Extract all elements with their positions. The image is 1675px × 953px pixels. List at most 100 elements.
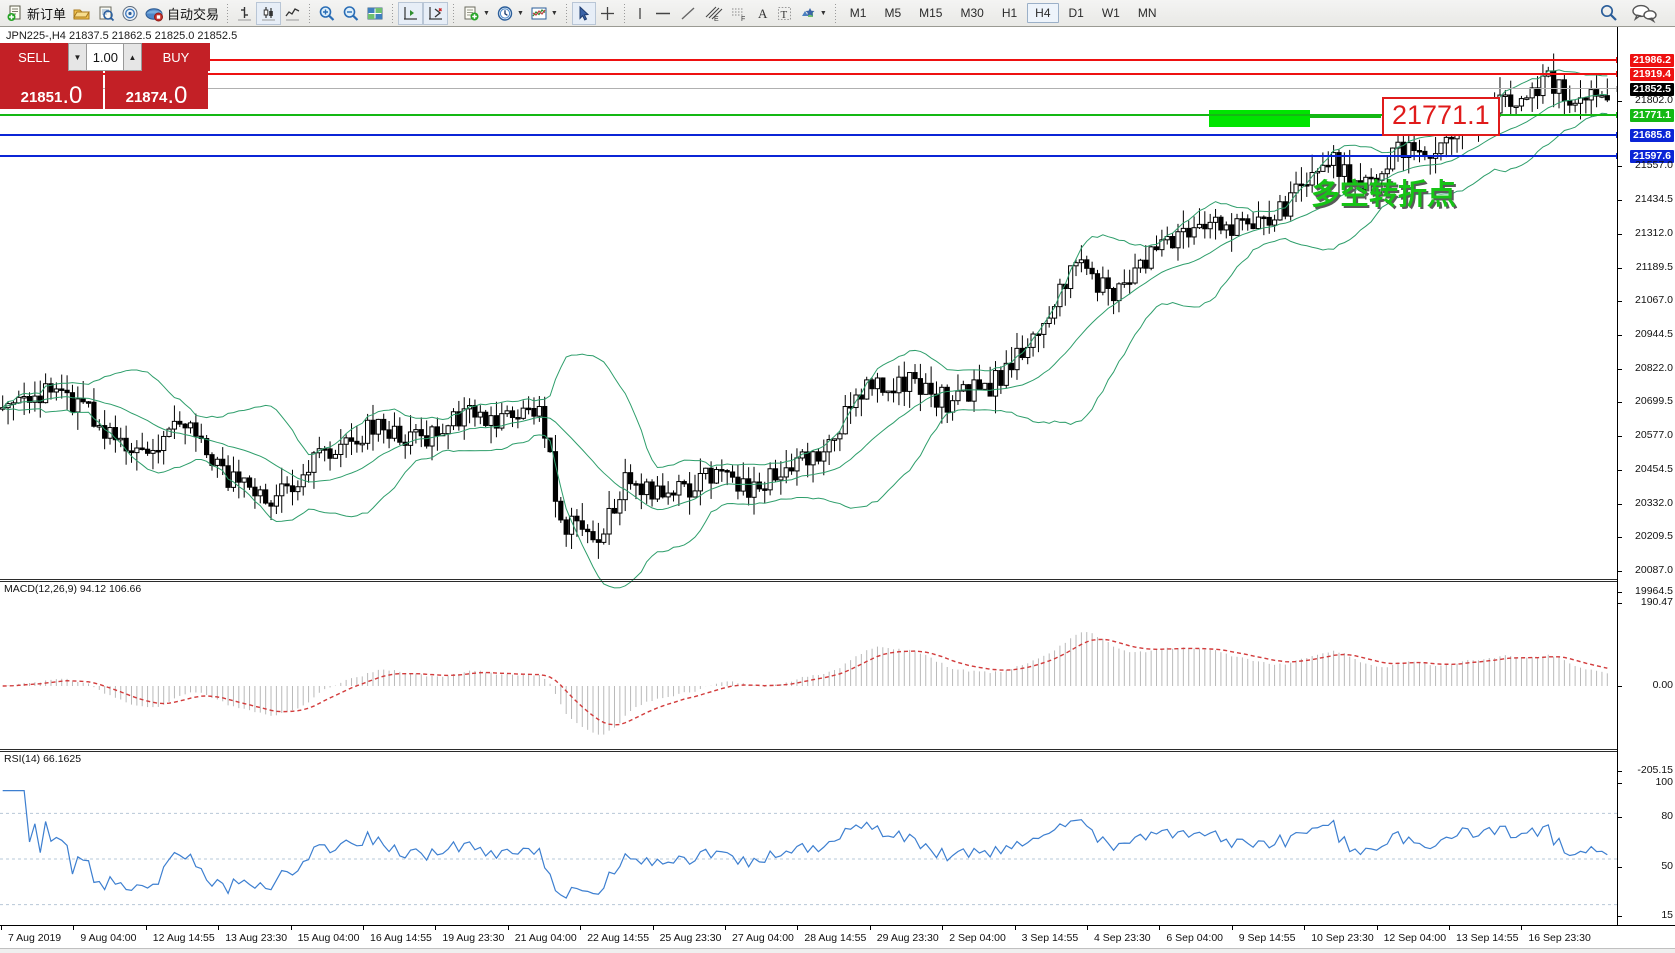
price-axis-label: 0.00: [1652, 679, 1673, 691]
buy-price-display[interactable]: 21874 .0: [105, 71, 208, 109]
status-bar: [0, 948, 1675, 953]
zoom-in-button[interactable]: [315, 2, 339, 25]
timeframe-button-h4[interactable]: H4: [1027, 3, 1059, 23]
time-axis-tick: [1521, 926, 1523, 930]
collapse-arrow-icon[interactable]: ▲: [0, 31, 2, 41]
timeframe-button-m30[interactable]: M30: [960, 6, 984, 20]
trendline-button[interactable]: [676, 2, 700, 25]
candlestick-chart-icon: [260, 5, 277, 22]
text-button[interactable]: T: [773, 2, 796, 25]
toolbar-separator: [392, 3, 394, 23]
chat-icon[interactable]: [1631, 3, 1657, 23]
pane-divider-macd2: [0, 581, 1617, 582]
folder-button[interactable]: [69, 2, 94, 25]
text-label-button[interactable]: A: [752, 2, 773, 25]
cursor-button[interactable]: [571, 1, 596, 25]
timeframe-button-w1[interactable]: W1: [1101, 6, 1120, 20]
time-axis-tick: [869, 926, 871, 930]
timeframe-button-mn[interactable]: MN: [1137, 6, 1157, 20]
price-callout-box[interactable]: 21771.1: [1382, 97, 1500, 136]
time-axis-label: 4 Sep 23:30: [1094, 932, 1151, 944]
price-level-line[interactable]: [0, 57, 1622, 63]
chevron-down-icon[interactable]: ▼: [516, 9, 524, 17]
pane-divider-macd: [0, 579, 1617, 580]
price-axis-tick: [1618, 771, 1622, 772]
pane-divider-rsi2: [0, 751, 1617, 752]
zoom-in-icon: [318, 5, 336, 22]
price-axis-tick: [1618, 817, 1622, 818]
bar-chart-button[interactable]: [233, 2, 256, 25]
timeframe-button-m1[interactable]: M1: [849, 6, 867, 20]
print-preview-button[interactable]: [94, 2, 118, 25]
price-axis-label: 21312.0: [1635, 227, 1673, 239]
price-axis-label: 20209.5: [1635, 530, 1673, 542]
time-axis-label: 21 Aug 04:00: [514, 932, 577, 944]
timeframe-button-h1[interactable]: H1: [1001, 6, 1018, 20]
volume-input[interactable]: 1.00: [87, 43, 123, 71]
volume-decrement-button[interactable]: ▼: [68, 43, 87, 71]
crosshair-button[interactable]: [596, 2, 619, 25]
buy-button[interactable]: BUY: [142, 43, 210, 71]
data-window-button[interactable]: [363, 2, 387, 25]
time-axis-label: 19 Aug 23:30: [442, 932, 505, 944]
new-order-label: 新订单: [27, 6, 67, 22]
time-axis-tick: [1304, 926, 1306, 930]
equidistant-channel-button[interactable]: E: [700, 2, 726, 25]
candlestick-chart-button[interactable]: [256, 1, 282, 25]
signals-button[interactable]: [118, 2, 142, 25]
price-level-line[interactable]: [0, 153, 1622, 159]
autotrading-button[interactable]: 自动交易: [142, 2, 222, 25]
time-axis-tick: [1, 926, 2, 930]
new-order-button[interactable]: 新订单: [4, 2, 69, 25]
shift-chart-button[interactable]: [398, 1, 424, 25]
fibonacci-button[interactable]: F: [726, 2, 752, 25]
price-axis-tick: [1618, 335, 1622, 336]
shapes-button[interactable]: ▼: [796, 2, 830, 25]
timeframe-button-m5[interactable]: M5: [884, 6, 902, 20]
templates-button[interactable]: ▼: [459, 2, 493, 25]
chevron-down-icon[interactable]: ▼: [483, 9, 490, 17]
period-button[interactable]: ▼: [493, 2, 527, 25]
price-axis-tick: [1618, 200, 1622, 201]
plot-canvas: [0, 53, 1617, 906]
pane-divider-rsi: [0, 749, 1617, 750]
zoom-out-button[interactable]: [339, 2, 363, 25]
chart-title-bar: ▲ JPN225-,H4 21837.5 21862.5 21825.0 218…: [0, 30, 238, 42]
chart-annotation-text[interactable]: 多空转折点: [1311, 177, 1457, 211]
time-axis-label: 2 Sep 04:00: [949, 932, 1006, 944]
indicators-button[interactable]: ▼: [527, 2, 561, 25]
indicators-icon: [530, 5, 548, 22]
price-axis[interactable]: 21986.2 21919.4 21852.5 21802.0 21771.1 21685…: [1617, 27, 1675, 940]
timeframe-button-m15[interactable]: M15: [919, 6, 943, 20]
price-axis-label: 20454.5: [1635, 463, 1673, 475]
time-axis-tick: [652, 926, 654, 930]
autotrading-label: 自动交易: [167, 6, 220, 22]
time-axis-tick: [145, 926, 147, 930]
timeframe-group: M1 M5 M15 M30 H1 H4 D1 W1 MN: [841, 3, 1166, 23]
price-level-line[interactable]: [0, 86, 1622, 92]
one-click-trading-panel[interactable]: SELL ▼ 1.00 ▲ BUY 21851 .0 21874 .0: [0, 43, 210, 109]
main-toolbar: 新订单: [0, 0, 1675, 27]
line-chart-button[interactable]: [281, 2, 304, 25]
horizontal-line-button[interactable]: [650, 2, 676, 25]
sell-price-display[interactable]: 21851 .0: [0, 71, 103, 109]
chart-title-text: JPN225-,H4 21837.5 21862.5 21825.0 21852…: [6, 30, 238, 42]
volume-increment-button[interactable]: ▲: [123, 43, 142, 71]
price-level-line[interactable]: [0, 132, 1622, 138]
time-axis-label: 27 Aug 04:00: [732, 932, 794, 944]
price-axis-label: 20087.0: [1635, 564, 1673, 576]
price-axis-tick: [1618, 436, 1622, 437]
price-axis-label: 50: [1661, 860, 1673, 872]
chart-area[interactable]: ▲ JPN225-,H4 21837.5 21862.5 21825.0 218…: [0, 27, 1675, 953]
search-icon[interactable]: [1599, 3, 1619, 23]
sell-button[interactable]: SELL: [0, 43, 68, 71]
vertical-line-button[interactable]: [630, 2, 650, 25]
chevron-down-icon[interactable]: ▼: [550, 9, 558, 17]
price-level-line[interactable]: [0, 71, 1622, 77]
chevron-down-icon[interactable]: ▼: [819, 9, 827, 17]
price-level-line[interactable]: [0, 112, 1622, 118]
timeframe-button-d1[interactable]: D1: [1068, 6, 1084, 20]
auto-scroll-button[interactable]: [423, 1, 449, 25]
time-axis-tick: [797, 926, 799, 930]
price-axis-label: 15: [1661, 909, 1673, 921]
